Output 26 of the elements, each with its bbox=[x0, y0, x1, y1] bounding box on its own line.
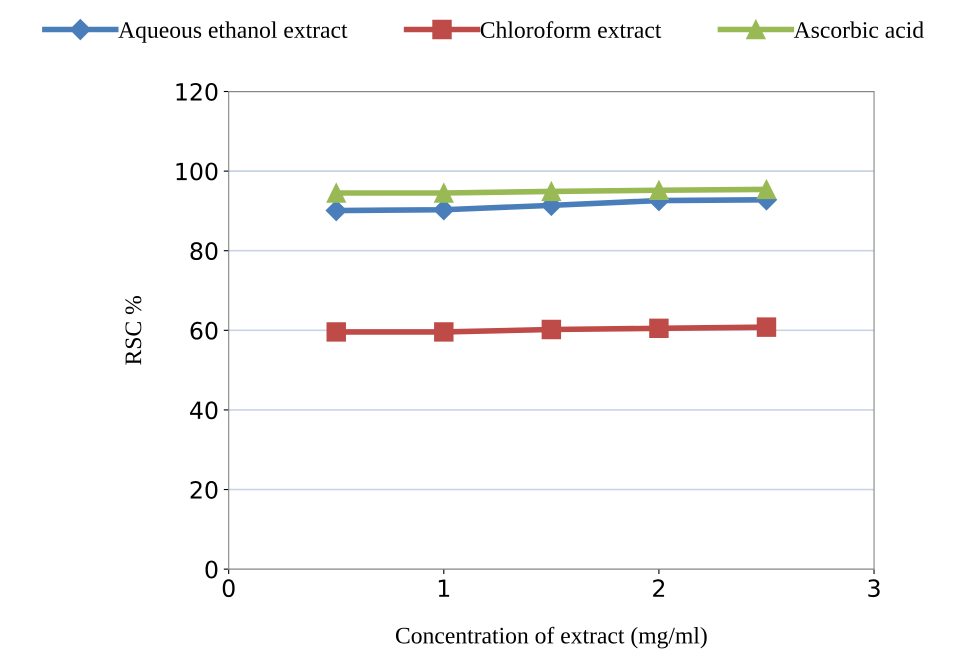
y-tick-label: 100 bbox=[176, 162, 218, 180]
point bbox=[542, 182, 562, 202]
y-tick-label: 120 bbox=[176, 82, 218, 101]
point bbox=[649, 318, 669, 338]
point bbox=[434, 183, 454, 203]
legend-label: Chloroform extract bbox=[480, 21, 662, 38]
point bbox=[542, 320, 562, 340]
y-tick-label: 40 bbox=[190, 401, 218, 420]
x-tick-label: 2 bbox=[653, 579, 664, 597]
point bbox=[326, 322, 346, 342]
point bbox=[326, 183, 346, 203]
legend-label: Aqueous ethanol extract bbox=[118, 21, 348, 43]
legend-label: Ascorbic acid bbox=[794, 21, 924, 38]
x-tick-label: 1 bbox=[438, 580, 450, 597]
point bbox=[756, 317, 776, 337]
x-axis-title: Concentration of extract (mg/ml) bbox=[396, 626, 707, 648]
y-axis-title: RSC % bbox=[125, 296, 142, 365]
y-tick-label: 20 bbox=[190, 480, 218, 499]
y-tick-label: 80 bbox=[190, 242, 218, 260]
point bbox=[649, 180, 669, 200]
x-tick-label: 0 bbox=[222, 579, 235, 598]
y-tick-label: 0 bbox=[205, 560, 218, 578]
point bbox=[434, 322, 454, 342]
y-tick-label: 60 bbox=[190, 322, 218, 340]
x-tick-label: 3 bbox=[868, 579, 880, 598]
point bbox=[756, 180, 776, 200]
